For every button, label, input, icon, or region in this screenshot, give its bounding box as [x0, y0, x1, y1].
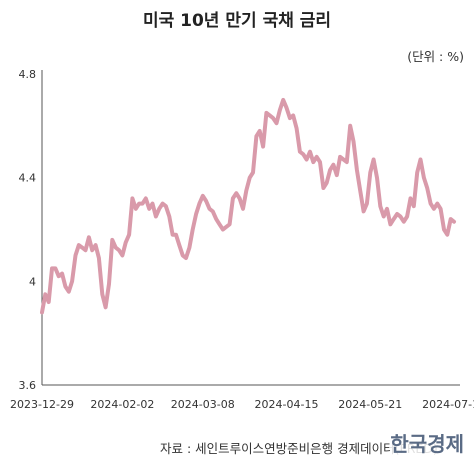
y-tick-label: 4 [29, 275, 36, 288]
series-line [40, 97, 456, 315]
x-tick-label: 2024-03-08 [171, 398, 235, 411]
chart-title: 미국 10년 만기 국채 금리 [142, 11, 332, 31]
y-tick-label: 4.4 [19, 172, 37, 185]
y-tick-label: 3.6 [19, 379, 37, 392]
x-tick-label: 2023-12-29 [10, 398, 74, 411]
x-tick-label: 2024-04-15 [255, 398, 319, 411]
x-tick-label: 2024-07-1 [422, 398, 474, 411]
x-tick-label: 2024-05-21 [338, 398, 402, 411]
source-note: 자료 : 세인트루이스연방준비은행 경제데이터(FRED) [160, 441, 438, 456]
x-tick-label: 2024-02-02 [90, 398, 154, 411]
unit-label: (단위 : %) [407, 49, 464, 64]
y-tick-label: 4.8 [19, 68, 37, 81]
publisher-watermark: 한국경제 [390, 428, 464, 457]
